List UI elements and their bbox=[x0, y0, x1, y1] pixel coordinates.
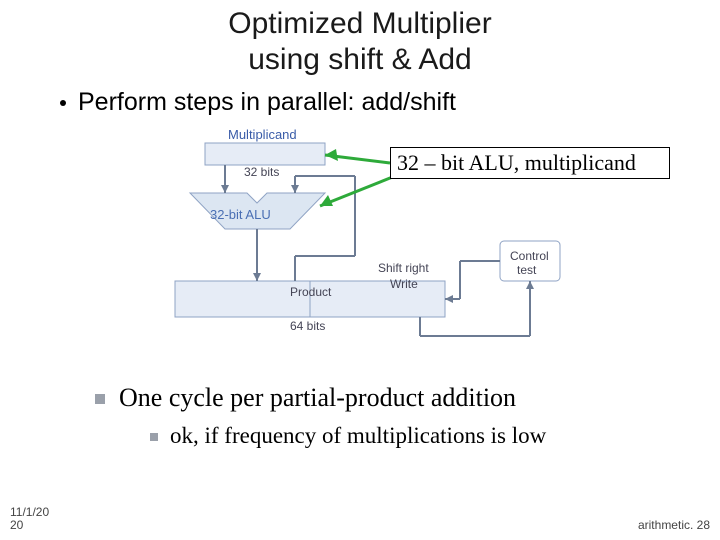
write-label: Write bbox=[390, 277, 418, 291]
alu-label: 32-bit ALU bbox=[210, 207, 271, 222]
small-square-bullet-icon bbox=[150, 433, 158, 441]
arrowhead-2 bbox=[291, 185, 299, 193]
arrowhead-5 bbox=[526, 281, 534, 289]
sub-bullet-1: One cycle per partial-product addition bbox=[0, 383, 720, 413]
multiplicand-box bbox=[205, 143, 325, 165]
sub-sub-bullet-1-text: ok, if frequency of multiplications is l… bbox=[170, 423, 546, 449]
square-bullet-icon bbox=[95, 394, 105, 404]
title-line-1: Optimized Multiplier bbox=[0, 6, 720, 42]
sub-bullet-1-text: One cycle per partial-product addition bbox=[119, 383, 516, 413]
callout-text: 32 – bit ALU, multiplicand bbox=[397, 150, 636, 176]
arrowhead-1 bbox=[221, 185, 229, 193]
arrowhead-3 bbox=[253, 273, 261, 281]
bullet-dot-icon bbox=[60, 100, 66, 106]
footer-page: arithmetic. 28 bbox=[638, 518, 710, 532]
multiplicand-width-label: 32 bits bbox=[244, 165, 279, 179]
footer-date: 11/1/20 20 bbox=[10, 506, 49, 532]
multiplier-diagram: Multiplicand 32 bits 32-bit ALU Product … bbox=[0, 121, 720, 381]
sub-sub-bullet-1: ok, if frequency of multiplications is l… bbox=[0, 423, 720, 449]
bullet-1: Perform steps in parallel: add/shift bbox=[0, 88, 720, 117]
control-label-1: Control bbox=[510, 249, 549, 263]
arrowhead-4 bbox=[445, 295, 453, 303]
green-arrowhead-1 bbox=[325, 149, 338, 161]
product-label: Product bbox=[290, 285, 331, 299]
product-width-label: 64 bits bbox=[290, 319, 325, 333]
multiplicand-label: Multiplicand bbox=[228, 127, 297, 142]
footer-date-l2: 20 bbox=[10, 519, 49, 532]
shift-right-label: Shift right bbox=[378, 261, 429, 275]
control-label-2: test bbox=[517, 263, 536, 277]
callout-box: 32 – bit ALU, multiplicand bbox=[390, 147, 670, 179]
slide-title: Optimized Multiplier using shift & Add bbox=[0, 0, 720, 78]
title-line-2: using shift & Add bbox=[0, 42, 720, 78]
bullet-1-text: Perform steps in parallel: add/shift bbox=[78, 88, 456, 117]
footer-date-l1: 11/1/20 bbox=[10, 506, 49, 519]
green-arrow-2 bbox=[320, 176, 395, 206]
